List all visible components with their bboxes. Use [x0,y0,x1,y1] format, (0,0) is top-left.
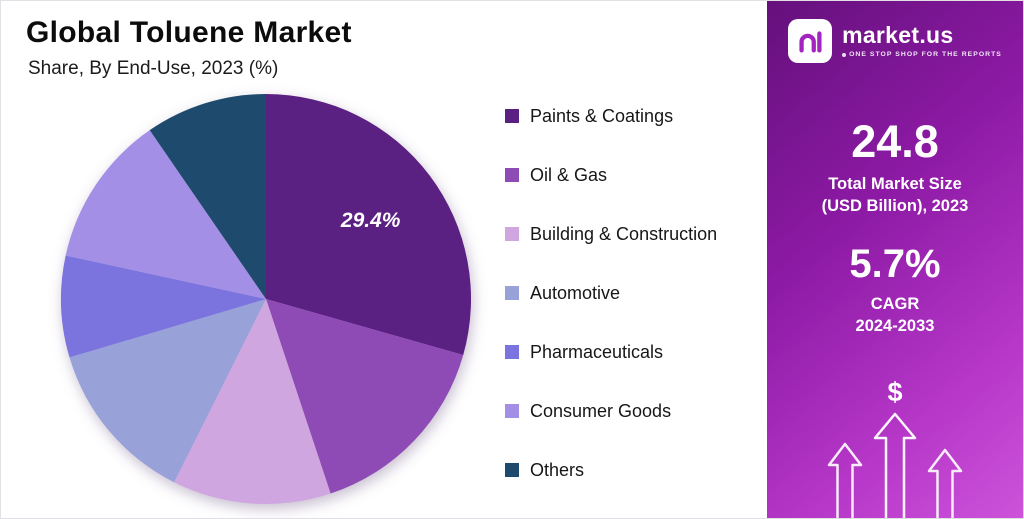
cagr-label-line1: CAGR [870,294,920,313]
tagline-text: ONE STOP SHOP FOR THE REPORTS [849,51,1002,58]
market-size-label-line1: Total Market Size [828,175,962,193]
marketus-logo-icon [788,19,833,63]
pie-slice-others [149,94,266,299]
legend: Paints & Coatings Oil & Gas Building & Con… [505,105,717,481]
arrow-up-icon [873,412,917,518]
brand-panel: market.us ONE STOP SHOP FOR THE REPORTS … [767,1,1023,518]
growth-graphic: $ [767,377,1023,518]
pie-slice-automotive [69,299,266,483]
pie-slice-consumer-goods [65,130,266,299]
legend-label: Others [530,459,585,480]
legend-label: Paints & Coatings [530,105,674,126]
chart-subtitle: Share, By End-Use, 2023 (%) [28,58,279,79]
market-size-value: 24.8 [851,116,939,167]
brand-tagline: ONE STOP SHOP FOR THE REPORTS [842,51,1002,58]
pie-slice-oil-gas [266,299,464,494]
legend-item-oil-gas: Oil & Gas [505,164,717,186]
legend-label: Building & Construction [530,223,718,244]
legend-item-consumer-goods: Consumer Goods [505,400,717,422]
pie-slice-pharmaceuticals [60,255,267,358]
pie-chart: 29.4% [60,94,472,504]
arrow-up-icon [927,448,963,518]
legend-swatch [505,286,519,300]
legend-item-automotive: Automotive [505,282,717,304]
legend-label: Pharmaceuticals [530,341,664,362]
tagline-dot-icon [842,52,847,57]
pie-slice-value-label: 29.4% [340,209,401,232]
growth-arrows-icon [827,412,963,518]
legend-item-others: Others [505,459,717,481]
cagr-label-line2: 2024-2033 [855,316,935,335]
legend-label: Consumer Goods [530,400,672,421]
pie-slice-paints-coatings [266,94,472,355]
market-size-label: Total Market Size (USD Billion), 2023 [822,173,969,218]
cagr-label: CAGR 2024-2033 [856,293,935,338]
pie-slice-building-construction [174,299,331,504]
legend-label: Oil & Gas [530,164,608,185]
cagr-value: 5.7% [849,241,941,286]
legend-item-paints-coatings: Paints & Coatings [505,105,717,127]
legend-swatch [505,463,519,477]
chart-title: Global Toluene Market [26,16,352,49]
legend-item-pharmaceuticals: Pharmaceuticals [505,341,717,363]
legend-swatch [505,168,519,182]
market-size-label-line2: (USD Billion), 2023 [821,197,969,216]
legend-item-building-construction: Building & Construction [505,223,717,245]
legend-label: Automotive [530,282,621,303]
brand: market.us ONE STOP SHOP FOR THE REPORTS [788,19,1002,63]
brand-name: market.us [842,22,954,48]
legend-swatch [505,345,519,359]
arrow-up-icon [827,442,863,518]
chart-area: Global Toluene Market Share, By End-Use,… [1,1,767,518]
dollar-icon: $ [887,377,903,407]
legend-swatch [505,404,519,418]
brand-text: market.us ONE STOP SHOP FOR THE REPORTS [842,24,1002,58]
legend-swatch [505,227,519,241]
legend-swatch [505,109,519,123]
